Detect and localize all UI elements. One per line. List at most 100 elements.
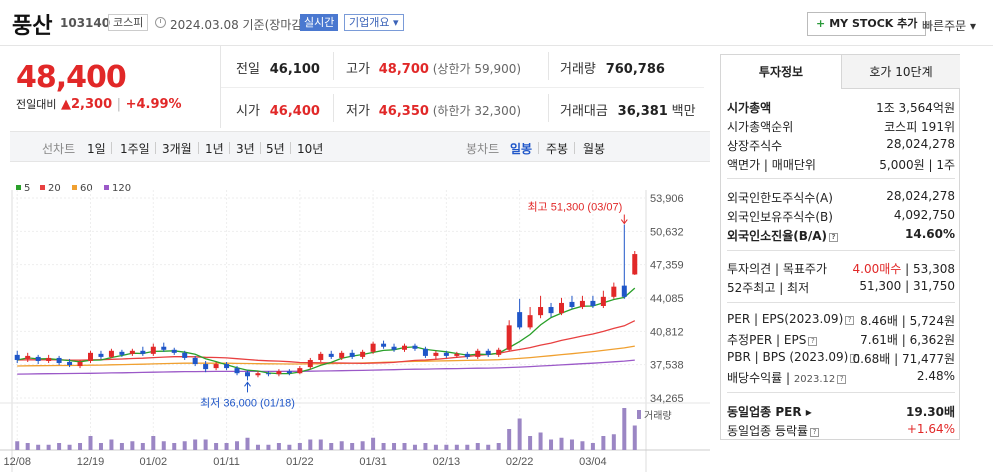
help-icon[interactable]: ? bbox=[808, 337, 818, 346]
foreign-ratio-label: 외국인소진율(B/A) bbox=[727, 229, 828, 243]
w52-high: 51,300 bbox=[859, 279, 902, 293]
volume-bar bbox=[339, 441, 344, 450]
clock-icon bbox=[155, 17, 166, 28]
low-price: 저가 46,350 (하한가 32,300) bbox=[346, 100, 521, 119]
company-overview-button[interactable]: 기업개요 ▾ bbox=[344, 14, 404, 31]
trade-value-label: 거래대금 bbox=[560, 104, 608, 119]
mcap-rank-label: 시가총액순위 bbox=[727, 120, 794, 134]
volume-bar bbox=[161, 441, 166, 450]
candle-body bbox=[25, 355, 31, 359]
help-icon[interactable]: ? bbox=[837, 375, 847, 384]
pbr-label: PBR | BPS (2023.09) bbox=[727, 350, 849, 364]
opinion-label: 투자의견 | 목표주가 bbox=[727, 262, 827, 276]
add-mystock-button[interactable]: + MY STOCK 추가 bbox=[807, 12, 927, 36]
candle-body bbox=[318, 353, 324, 360]
mcap-rank-value: 코스피 191위 bbox=[884, 120, 955, 134]
help-icon[interactable]: ? bbox=[810, 428, 820, 437]
par-label: 액면가 | 매매단위 bbox=[727, 158, 816, 172]
candle-body bbox=[213, 364, 219, 369]
candle-body bbox=[129, 350, 135, 354]
shares-label: 상장주식수 bbox=[727, 139, 783, 153]
open-value: 46,400 bbox=[269, 104, 320, 119]
volume-bar bbox=[517, 418, 522, 450]
est-per-label-wrap: 추정PER | EPS? bbox=[727, 331, 818, 348]
candle-body bbox=[255, 373, 261, 376]
candle-body bbox=[224, 364, 230, 369]
plus-icon: + bbox=[816, 17, 826, 30]
chart-period-toolbar: 선차트 1일 1주일 3개월 1년 3년 5년 10년 봉차트 일봉 주봉 월봉 bbox=[10, 131, 710, 162]
help-icon[interactable]: ? bbox=[850, 354, 860, 363]
change-amount: ▲2,300 bbox=[61, 97, 113, 112]
sector-per-link[interactable]: 동일업종 PER ▸ bbox=[727, 405, 812, 419]
low-label: 저가 bbox=[346, 104, 370, 119]
upper-limit: (상한가 59,900) bbox=[432, 62, 522, 76]
y-tick-label: 37,538 bbox=[650, 360, 684, 372]
x-tick-label: 02/22 bbox=[506, 456, 534, 468]
tab-hoga[interactable]: 호가 10단계 bbox=[841, 55, 960, 89]
high-value: 48,700 bbox=[378, 62, 429, 77]
trade-value-unit: 백만 bbox=[671, 104, 696, 119]
x-tick-label: 12/08 bbox=[3, 456, 31, 468]
eps-value: 5,724원 bbox=[909, 314, 955, 328]
mcap-rank-row: 시가총액순위 코스피 191위 bbox=[727, 118, 955, 137]
candle-daily[interactable]: 일봉 bbox=[510, 142, 533, 156]
sector-change-row: 동일업종 등락률? +1.64% bbox=[727, 422, 955, 441]
candle-body bbox=[433, 352, 439, 356]
x-tick-label: 01/22 bbox=[286, 456, 314, 468]
volume-bar bbox=[622, 408, 627, 450]
volume-bar bbox=[109, 439, 114, 450]
candle-body bbox=[140, 350, 146, 354]
realtime-button[interactable]: 실시간 bbox=[300, 14, 339, 31]
candle-body bbox=[569, 301, 575, 308]
price-chart[interactable]: 53,906 50,632 47,359 44,085 40,812 37,538 34,2… bbox=[0, 190, 710, 472]
y-tick-label: 40,812 bbox=[650, 326, 684, 338]
help-icon[interactable]: ? bbox=[845, 316, 855, 325]
volume-label: 거래량 bbox=[560, 62, 596, 77]
y-tick-label: 47,359 bbox=[650, 260, 684, 272]
period-10y[interactable]: 10년 bbox=[297, 142, 324, 156]
prev-close-label: 전일 bbox=[236, 62, 260, 77]
ma120-label: 120 bbox=[112, 183, 132, 194]
high-price: 고가 48,700 (상한가 59,900) bbox=[346, 58, 521, 77]
candle-body bbox=[77, 362, 83, 367]
period-1d[interactable]: 1일 bbox=[87, 142, 106, 156]
period-1w[interactable]: 1주일 bbox=[120, 142, 150, 156]
period-5y[interactable]: 5년 bbox=[266, 142, 285, 156]
sector-change-label-wrap: 동일업종 등락률? bbox=[727, 422, 820, 439]
foreign-limit-row: 외국인한도주식수(A) 28,024,278 bbox=[727, 189, 955, 208]
candle-body bbox=[171, 349, 177, 353]
candle-monthly[interactable]: 월봉 bbox=[583, 142, 606, 156]
dividend-row: 배당수익률 | 2023.12? 2.48% bbox=[727, 369, 955, 388]
x-tick-label: 02/13 bbox=[433, 456, 461, 468]
divider bbox=[229, 142, 230, 154]
period-3y[interactable]: 3년 bbox=[236, 142, 255, 156]
tab-invest-info[interactable]: 투자정보 bbox=[721, 55, 841, 89]
help-icon[interactable]: ? bbox=[829, 233, 839, 242]
shares-row: 상장주식수 28,024,278 bbox=[727, 137, 955, 156]
period-3m[interactable]: 3개월 bbox=[162, 142, 192, 156]
candle-body bbox=[402, 345, 407, 350]
dividend-label: 배당수익률 bbox=[727, 371, 783, 385]
volume-bar bbox=[276, 443, 281, 450]
candle-body bbox=[621, 285, 627, 297]
divider bbox=[198, 142, 199, 154]
candle-body bbox=[182, 352, 188, 358]
volume-bar bbox=[193, 439, 198, 450]
volume-bar bbox=[266, 444, 271, 450]
legend-ma60: 60 bbox=[72, 183, 93, 194]
opinion-row: 투자의견 | 목표주가 4.00매수 | 53,308 bbox=[727, 260, 955, 279]
candle-weekly[interactable]: 주봉 bbox=[546, 142, 569, 156]
period-1y[interactable]: 1년 bbox=[205, 142, 224, 156]
candle-body bbox=[67, 362, 73, 366]
candle-body bbox=[192, 357, 198, 365]
current-price: 48,400 bbox=[16, 60, 127, 95]
candle-body bbox=[35, 356, 41, 361]
quick-order-button[interactable]: 빠른주문 ▾ bbox=[922, 19, 976, 33]
candle-body bbox=[632, 254, 638, 275]
volume-bar bbox=[402, 443, 407, 450]
candle-body bbox=[108, 350, 114, 357]
foreign-hold-label: 외국인보유주식수(B) bbox=[727, 210, 833, 224]
candle-body bbox=[88, 352, 93, 361]
volume-bar bbox=[350, 443, 355, 450]
candle-body bbox=[611, 286, 617, 297]
